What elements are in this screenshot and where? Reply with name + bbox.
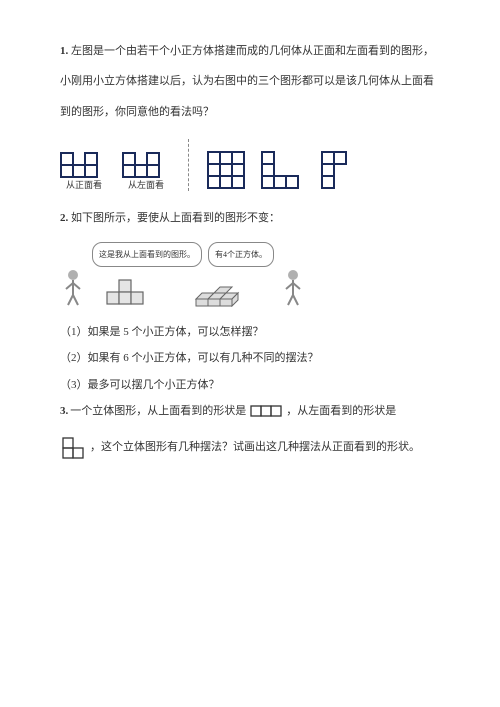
q1-text1: 左图是一个由若干个小正方体搭建而成的几何体从正面和左面看到的图形， [71, 45, 434, 57]
q1-front-view: 从正面看 [60, 152, 108, 191]
q3-text-a: 一个立体图形，从上面看到的形状是 [70, 398, 246, 424]
q1-num: 1. [60, 45, 68, 57]
front-caption: 从正面看 [66, 180, 102, 191]
q3-left-shape [62, 437, 86, 459]
q2-num: 2. [60, 212, 68, 224]
q3-top-shape [250, 405, 282, 417]
speech-right: 有4个正方体。 [208, 242, 274, 267]
q3-line2: ，这个立体图形有几种摆法？试画出这几种摆法从正面看到的形状。 [60, 434, 440, 460]
q1-line1: 1. 左图是一个由若干个小正方体搭建而成的几何体从正面和左面看到的图形， [60, 38, 440, 64]
person-right-icon [280, 267, 306, 307]
q1-figures: 从正面看 从左面看 [60, 139, 440, 191]
left-view-shape [122, 152, 170, 178]
q1-left-view: 从左面看 [122, 152, 170, 191]
q2-sub1: （1）如果是 5 个小正方体，可以怎样摆？ [60, 319, 440, 345]
q1-line3: 到的图形，你同意他的看法吗？ [60, 99, 440, 125]
q2-text: 如下图所示，要使从上面看到的图形不变： [71, 212, 280, 224]
q3-text-b: ，从左面看到的形状是 [286, 398, 396, 424]
q1-top-opt1 [207, 151, 247, 191]
left-caption: 从左面看 [128, 180, 164, 191]
front-view-shape [60, 152, 108, 178]
q2-cubes-shape [188, 275, 260, 307]
q2-illustration: 这是我从上面看到的图形。 有4个正方体。 [60, 242, 440, 307]
q1-top-opt2 [261, 151, 307, 191]
q2-intro: 2. 如下图所示，要使从上面看到的图形不变： [60, 205, 440, 231]
top-opt2-shape [261, 151, 307, 191]
q2-sub3: （3）最多可以摆几个小正方体？ [60, 372, 440, 398]
top-opt3-shape [321, 151, 361, 191]
divider [188, 139, 189, 191]
q3-num: 3. [60, 398, 68, 424]
speech-left: 这是我从上面看到的图形。 [92, 242, 202, 267]
q3-line1: 3. 一个立体图形，从上面看到的形状是 ，从左面看到的形状是 [60, 398, 440, 424]
q2-top-shape [106, 279, 148, 307]
q1-line2: 小刚用小立方体搭建以后，认为右图中的三个图形都可以是该几何体从上面看 [60, 68, 440, 94]
top-opt1-shape [207, 151, 247, 191]
q1-top-opt3 [321, 151, 361, 191]
q2-sub2: （2）如果有 6 个小正方体，可以有几种不同的摆法？ [60, 345, 440, 371]
person-left-icon [60, 267, 86, 307]
q3-text-c: ，这个立体图形有几种摆法？试画出这几种摆法从正面看到的形状。 [90, 434, 420, 460]
